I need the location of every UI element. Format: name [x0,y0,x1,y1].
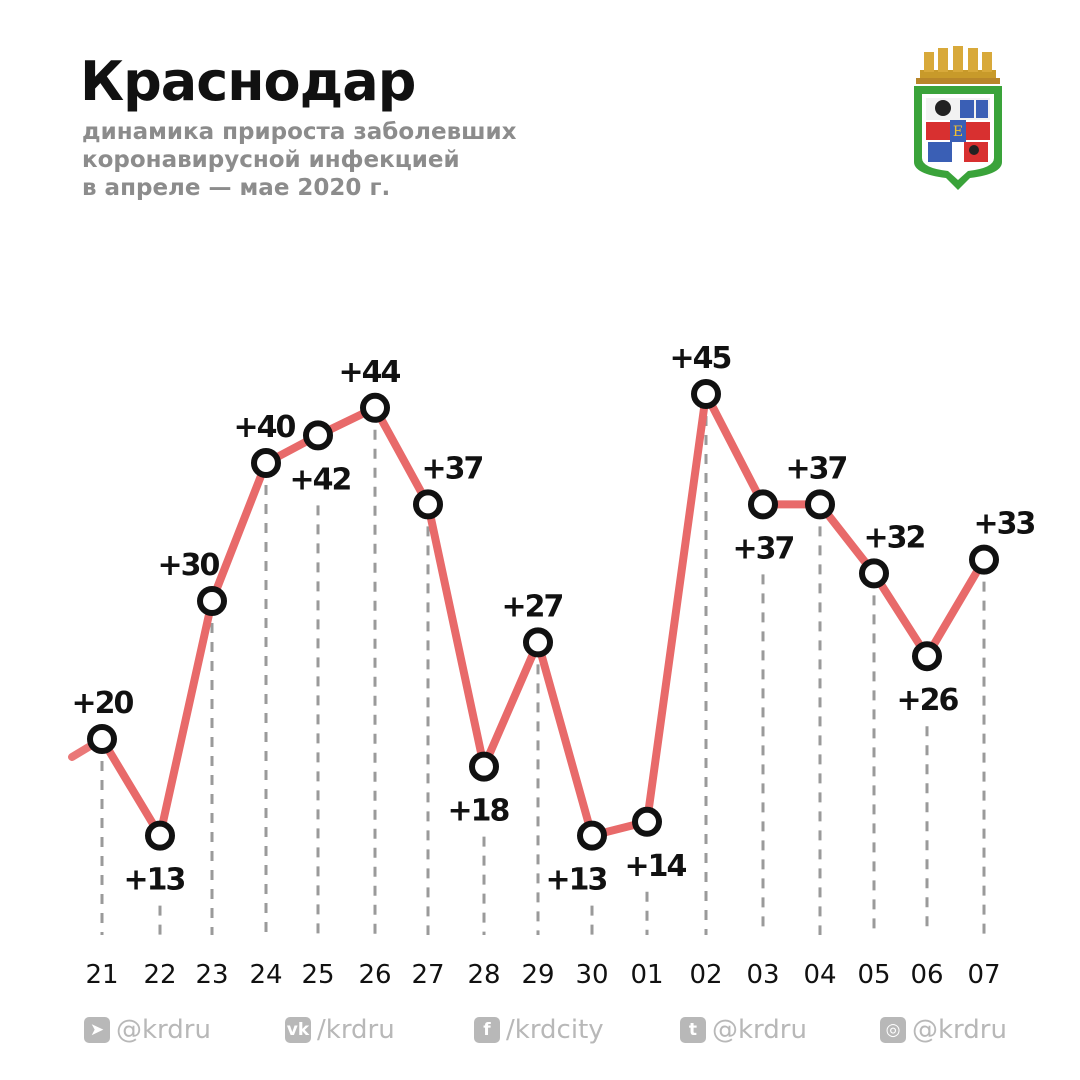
data-point [523,627,553,658]
data-label: +13 [546,863,607,898]
data-label: +18 [448,794,510,829]
subtitle-line: коронавирусной инфекцией [82,147,460,173]
data-label: +30 [158,548,220,583]
x-tick-label: 28 [467,960,500,990]
data-point [748,489,778,520]
x-tick-label: 05 [857,960,890,990]
page-subtitle: динамика прироста заболевших коронавирус… [82,118,517,202]
vk-icon: vk [285,1017,311,1043]
svg-text:E: E [953,124,963,140]
data-point [805,489,835,520]
x-tick-label: 24 [249,960,282,990]
subtitle-line: динамика прироста заболевших [82,119,517,145]
data-point [969,544,999,575]
grid-lines [100,416,986,935]
x-tick-label: 03 [746,960,779,990]
x-tick-label: 06 [910,960,943,990]
x-tick-label: 04 [803,960,836,990]
subtitle-line: в апреле — мае 2020 г. [82,175,391,201]
x-tick-label: 22 [143,960,176,990]
data-point [360,392,390,423]
social-label: /krdru [317,1015,395,1045]
data-point [197,586,227,616]
social-link[interactable]: f/krdcity [474,1010,604,1050]
x-tick-label: 23 [195,960,228,990]
data-label: +37 [786,451,847,486]
data-point [303,420,333,451]
data-label: +40 [234,410,296,445]
page-title: Краснодар [80,50,416,113]
social-link[interactable]: ➤ @krdru [84,1010,211,1050]
x-tick-label: 02 [689,960,722,990]
x-tick-label: 01 [630,960,663,990]
data-label: +32 [864,520,925,555]
data-point [691,379,721,409]
data-label: +42 [290,462,351,497]
data-label: +14 [625,849,687,884]
social-label: /krdcity [506,1015,604,1045]
social-link[interactable]: vk/krdru [285,1010,395,1050]
data-points [87,379,999,851]
data-point [577,820,607,851]
data-point [469,751,499,782]
data-point [145,820,175,851]
x-tick-label: 29 [521,960,554,990]
x-tick-label: 26 [358,960,391,990]
data-label: +20 [72,686,134,721]
x-tick-label: 30 [575,960,608,990]
data-point [413,489,443,520]
twitter-icon: t [680,1017,706,1043]
data-point [251,448,281,478]
x-tick-label: 27 [411,960,444,990]
data-label: +26 [897,683,959,718]
data-label: +37 [733,531,794,566]
data-label: +45 [670,341,731,376]
social-label: @krdru [912,1015,1007,1045]
social-label: @krdru [116,1015,211,1045]
crown-icon [916,46,1000,84]
social-link[interactable]: ◎ @krdru [880,1010,1007,1050]
data-label: +44 [339,355,401,390]
instagram-icon: ◎ [880,1017,906,1043]
city-emblem: E [914,46,1002,190]
x-tick-label: 25 [301,960,334,990]
telegram-icon: ➤ [84,1017,110,1043]
social-footer: ➤ @krdru vk/krdru f/krdcity t @krdru ◎ @krdru [0,1010,1080,1050]
x-tick-label: 07 [967,960,1000,990]
facebook-icon: f [474,1017,500,1043]
x-tick-label: 21 [85,960,118,990]
data-label: +37 [422,451,483,486]
social-label: @krdru [712,1015,807,1045]
data-point [87,724,117,754]
x-axis-ticks: 21 22 23 24 25 26 27 28 29 30 01 02 03 04 05 06 07 [85,960,1000,990]
data-label: +33 [974,507,1035,542]
data-point [632,806,662,837]
data-point [912,641,942,672]
data-label: +27 [502,589,563,624]
social-link[interactable]: t @krdru [680,1010,807,1050]
data-labels: +20 +13 +30 +40 +42 +44 +37 +18 +27 +13 +14 +45 +37 +… [72,341,1037,898]
data-point [859,558,889,589]
data-label: +13 [124,863,185,898]
